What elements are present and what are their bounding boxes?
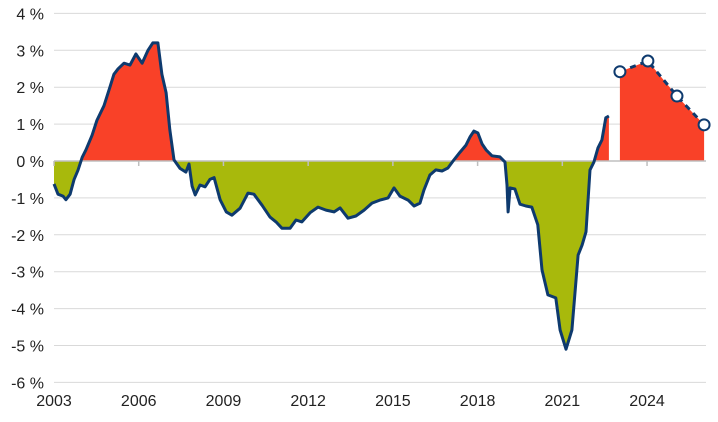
forecast-marker bbox=[670, 89, 684, 103]
y-tick-label: 1 % bbox=[16, 117, 44, 134]
y-tick-label: -3 % bbox=[11, 265, 44, 282]
x-tick-label: 2024 bbox=[629, 393, 665, 410]
forecast-area bbox=[619, 61, 705, 161]
forecast-line bbox=[619, 59, 706, 126]
forecast-marker bbox=[641, 54, 655, 68]
x-tick-label: 2018 bbox=[460, 393, 496, 410]
actual-line bbox=[52, 41, 610, 351]
y-tick-label: 0 % bbox=[16, 154, 44, 171]
x-axis-labels: 2003 2006 2009 2012 2015 2018 2021 2024 bbox=[36, 393, 665, 410]
y-tick-label: -6 % bbox=[11, 375, 44, 392]
y-tick-label: 2 % bbox=[16, 80, 44, 97]
x-tick-label: 2021 bbox=[545, 393, 581, 410]
x-tick-label: 2012 bbox=[290, 393, 326, 410]
y-tick-label: 4 % bbox=[16, 6, 44, 23]
y-tick-label: -5 % bbox=[11, 339, 44, 356]
forecast-marker bbox=[613, 65, 627, 79]
x-tick-label: 2009 bbox=[206, 393, 242, 410]
positive-area bbox=[54, 42, 609, 161]
x-axis bbox=[53, 160, 706, 166]
forecast-marker bbox=[697, 118, 711, 132]
y-tick-label: 3 % bbox=[16, 43, 44, 60]
negative-area bbox=[54, 161, 609, 350]
y-axis-labels: 4 % 3 % 2 % 1 % 0 % -1 % -2 % -3 % -4 % -5 % -6 % bbox=[11, 6, 44, 392]
x-tick-label: 2015 bbox=[375, 393, 411, 410]
y-tick-label: -4 % bbox=[11, 302, 44, 319]
lines bbox=[52, 41, 711, 351]
x-tick-label: 2003 bbox=[36, 393, 72, 410]
x-tick-label: 2006 bbox=[121, 393, 157, 410]
y-tick-label: -1 % bbox=[11, 191, 44, 208]
areas bbox=[54, 42, 705, 350]
y-tick-label: -2 % bbox=[11, 228, 44, 245]
